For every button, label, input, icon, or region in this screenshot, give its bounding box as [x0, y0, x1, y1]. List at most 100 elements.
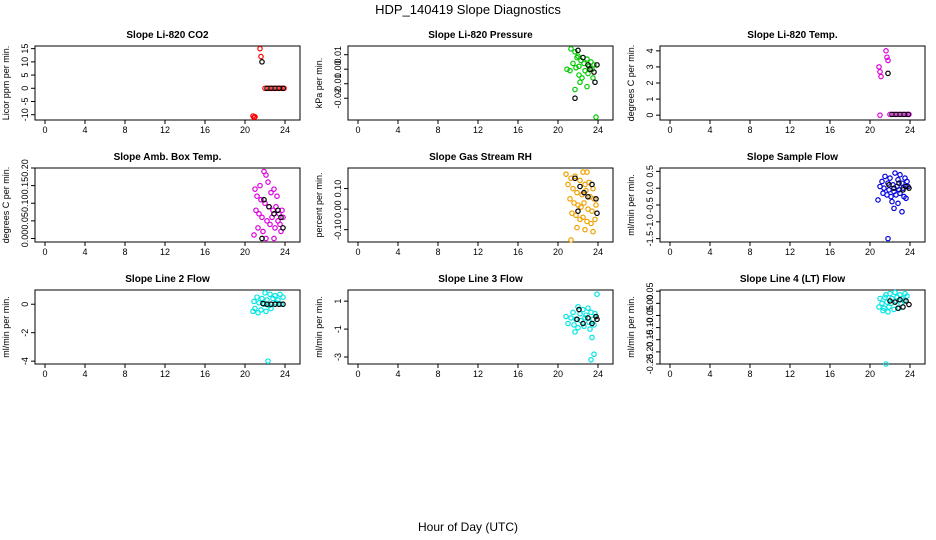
data-point-colored — [882, 173, 888, 180]
data-point-colored — [258, 196, 264, 203]
data-point-colored — [270, 295, 276, 302]
x-tick-label: 24 — [905, 369, 915, 379]
data-point-colored — [262, 290, 268, 296]
data-point-black — [280, 225, 286, 231]
data-point-colored — [589, 334, 595, 341]
data-point-colored — [272, 225, 278, 231]
x-tick-label: 0 — [667, 125, 672, 135]
data-point-colored — [881, 185, 887, 191]
data-point-colored — [883, 361, 889, 367]
data-point-colored — [572, 329, 578, 335]
data-point-colored — [876, 64, 882, 70]
y-tick-label: -5 — [20, 97, 30, 105]
data-point-black — [591, 69, 597, 75]
y-tick-label: -10 — [20, 108, 30, 121]
data-point-colored — [576, 72, 582, 78]
x-tick-label: 12 — [160, 247, 170, 257]
data-point-colored — [263, 172, 269, 178]
x-tick-label: 12 — [785, 369, 795, 379]
x-tick-label: 0 — [42, 369, 47, 379]
x-tick-label: 16 — [200, 125, 210, 135]
data-point-colored — [878, 73, 884, 80]
data-point-black — [897, 296, 903, 303]
data-point-black — [906, 301, 912, 308]
x-tick-label: 16 — [825, 125, 835, 135]
data-point-colored — [588, 357, 594, 363]
data-point-black — [886, 182, 892, 188]
data-point-colored — [268, 189, 274, 196]
x-tick-label: 8 — [122, 247, 127, 257]
data-point-colored — [589, 208, 595, 214]
data-point-colored — [575, 324, 581, 331]
data-point-colored — [886, 187, 892, 193]
data-point-colored — [883, 48, 889, 54]
data-point-colored — [587, 326, 593, 332]
data-point-colored — [577, 79, 583, 86]
plot-frame — [347, 167, 614, 243]
data-point-colored — [576, 63, 582, 70]
panel-5: Slope Gas Stream RH percent per min. 0 4 8 12… — [314, 152, 614, 257]
data-point-colored — [280, 214, 286, 221]
data-point-colored — [572, 49, 578, 55]
y-tick-label: -1.0 — [645, 214, 655, 230]
x-tick-label: 12 — [160, 125, 170, 135]
data-point-colored — [257, 45, 263, 52]
x-tick-label: 4 — [395, 125, 400, 135]
data-point-black — [587, 66, 593, 73]
y-axis-label: percent per min. — [314, 172, 324, 237]
data-point-black — [585, 62, 591, 68]
data-point-colored — [278, 85, 284, 92]
data-point-colored — [584, 83, 590, 90]
data-point-black — [259, 235, 265, 242]
data-point-colored — [877, 68, 883, 75]
plot-frame — [659, 289, 926, 365]
data-point-black — [900, 304, 906, 310]
data-point-colored — [885, 309, 891, 315]
data-point-colored — [897, 171, 903, 178]
plot-frame — [34, 289, 301, 365]
x-tick-label: 12 — [785, 247, 795, 257]
data-point-colored — [580, 214, 586, 221]
x-tick-label: 8 — [122, 369, 127, 379]
data-point-colored — [565, 320, 571, 327]
data-point-black — [271, 211, 277, 217]
data-point-black — [280, 85, 286, 92]
x-tick-label: 0 — [355, 247, 360, 257]
data-point-colored — [573, 64, 579, 71]
data-point-colored — [882, 294, 888, 301]
data-point-colored — [892, 170, 898, 176]
data-point-colored — [253, 207, 259, 214]
data-point-colored — [574, 54, 580, 61]
data-point-black — [580, 320, 586, 327]
y-tick-label: 4 — [645, 48, 655, 53]
data-point-black — [259, 59, 265, 65]
data-point-black — [576, 306, 582, 313]
y-tick-label: -1 — [333, 325, 343, 333]
x-tick-label: 12 — [473, 125, 483, 135]
data-point-black — [585, 193, 591, 200]
data-point-colored — [582, 67, 588, 74]
data-point-colored — [592, 216, 598, 223]
data-point-black — [572, 95, 578, 102]
x-tick-label: 20 — [553, 125, 563, 135]
data-point-colored — [570, 185, 576, 192]
y-axis-label: ml/min per min. — [626, 296, 636, 358]
data-point-colored — [259, 295, 265, 302]
y-tick-label: -0.25 — [645, 354, 655, 375]
data-point-colored — [593, 202, 599, 208]
x-tick-label: 12 — [160, 369, 170, 379]
x-tick-label: 12 — [473, 369, 483, 379]
x-tick-label: 8 — [747, 125, 752, 135]
data-point-colored — [591, 351, 597, 358]
data-point-colored — [593, 114, 599, 120]
data-point-colored — [585, 70, 591, 77]
figure-title: HDP_140419 Slope Diagnostics — [375, 2, 561, 17]
panel-title: Slope Li-820 CO2 — [126, 30, 209, 41]
panel-title: Slope Gas Stream RH — [429, 152, 532, 163]
y-axis-label: Licor ppm per min. — [1, 46, 11, 121]
y-tick-label: -0.02 — [333, 88, 343, 109]
data-point-black — [906, 185, 912, 191]
data-point-colored — [875, 197, 881, 203]
data-point-colored — [591, 62, 597, 68]
panel-title: Slope Amb. Box Temp. — [114, 152, 222, 163]
